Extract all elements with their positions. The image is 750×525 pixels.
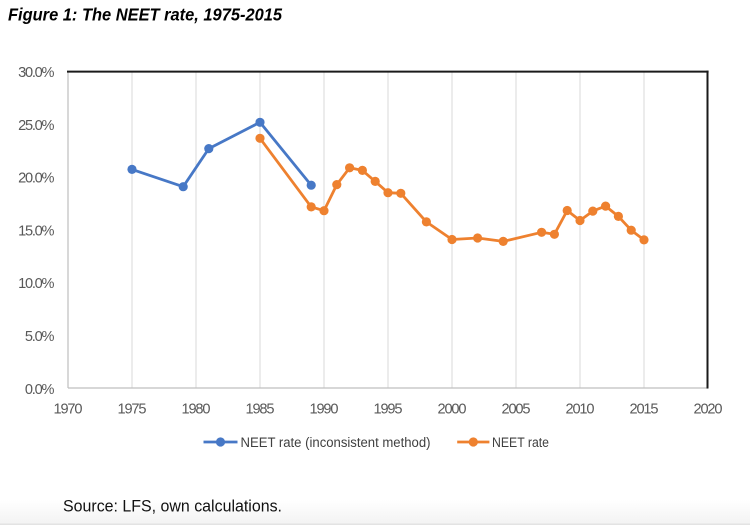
svg-text:NEET rate: NEET rate [492,435,549,450]
svg-text:1995: 1995 [374,401,403,417]
svg-text:2005: 2005 [502,401,531,417]
svg-text:2020: 2020 [694,401,723,417]
svg-text:1980: 1980 [182,401,211,417]
svg-text:Figure 1: The NEET rate, 1975-: Figure 1: The NEET rate, 1975-2015 [8,5,283,25]
svg-text:2015: 2015 [630,401,659,417]
svg-text:NEET rate (inconsistent method: NEET rate (inconsistent method) [241,435,431,450]
svg-text:25.0%: 25.0% [18,118,54,134]
svg-text:1990: 1990 [310,401,339,417]
svg-text:1985: 1985 [246,401,275,417]
svg-text:2010: 2010 [566,401,595,417]
svg-text:5.0%: 5.0% [25,329,55,345]
svg-text:15.0%: 15.0% [18,223,54,239]
svg-text:1975: 1975 [118,401,147,417]
svg-text:2000: 2000 [438,401,467,417]
svg-text:10.0%: 10.0% [18,276,54,292]
svg-text:1970: 1970 [54,401,83,417]
svg-text:Source: LFS, own calculations.: Source: LFS, own calculations. [63,496,282,515]
svg-text:0.0%: 0.0% [25,382,55,398]
svg-text:30.0%: 30.0% [18,65,54,81]
svg-text:20.0%: 20.0% [18,171,54,187]
